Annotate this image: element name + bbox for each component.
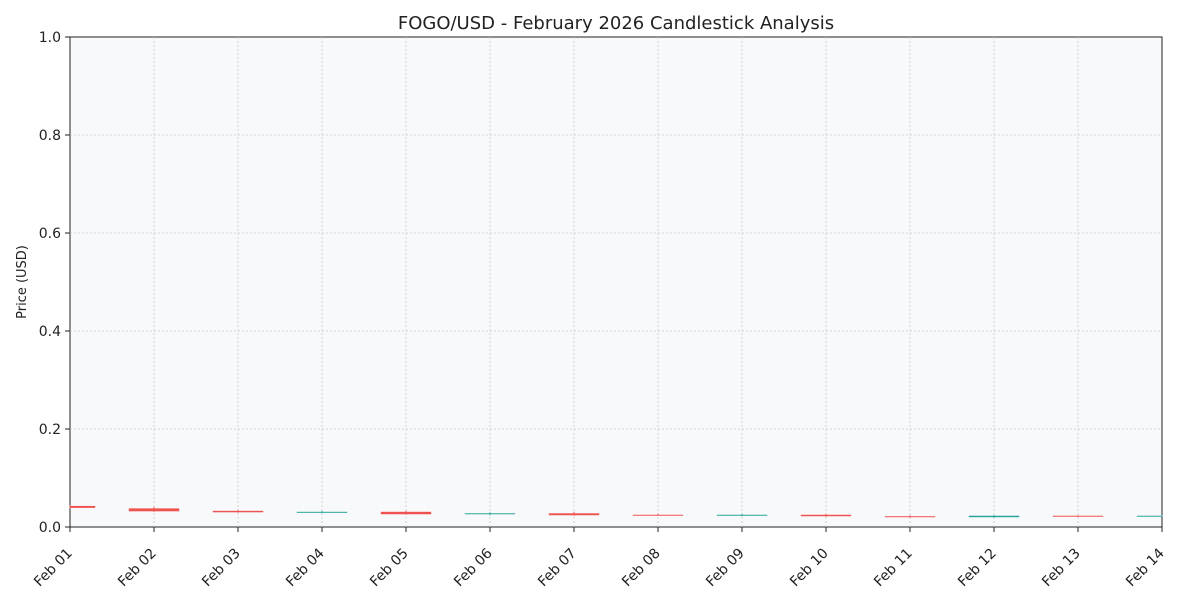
candle xyxy=(69,505,96,509)
x-tick-label: Feb 04 xyxy=(283,545,328,590)
candle xyxy=(128,506,180,512)
candle-body xyxy=(212,510,264,513)
candle xyxy=(1052,515,1104,517)
x-tick-label: Feb 12 xyxy=(955,545,1000,590)
x-tick-label: Feb 05 xyxy=(367,545,412,590)
y-tick-label: 1.0 xyxy=(39,30,61,46)
y-tick-label: 0.8 xyxy=(39,128,61,144)
chart-title: FOGO/USD - February 2026 Candlestick Ana… xyxy=(398,13,834,34)
candle-body xyxy=(128,508,180,512)
candle-body xyxy=(548,513,600,516)
candle xyxy=(884,515,936,518)
x-tick-label: Feb 06 xyxy=(451,545,496,590)
candle-body xyxy=(70,505,96,508)
y-axis-ticks: 0.0 0.2 0.4 0.6 0.8 1.0 xyxy=(39,30,70,536)
candle-body xyxy=(296,511,348,513)
x-tick-label: Feb 10 xyxy=(787,545,832,590)
x-tick-label: Feb 14 xyxy=(1123,545,1168,590)
x-tick-label: Feb 11 xyxy=(871,545,916,590)
candle-body xyxy=(716,514,768,516)
x-axis-ticks: Feb 01 Feb 02 Feb 03 Feb 04 Feb 05 Feb 06 Feb … xyxy=(31,527,1168,590)
candle xyxy=(968,515,1020,518)
y-tick-label: 0.0 xyxy=(39,520,61,536)
y-axis-label: Price (USD) xyxy=(15,245,30,319)
candle-body xyxy=(1052,515,1104,517)
candle-body xyxy=(968,515,1020,518)
x-tick-label: Feb 13 xyxy=(1039,545,1084,590)
candle-body xyxy=(632,514,684,516)
x-tick-label: Feb 08 xyxy=(619,545,664,590)
y-tick-label: 0.2 xyxy=(39,422,61,438)
x-tick-label: Feb 01 xyxy=(31,545,76,590)
candle-body xyxy=(380,511,432,515)
candle-body xyxy=(800,514,852,517)
candle xyxy=(632,513,684,516)
y-tick-label: 0.6 xyxy=(39,226,61,242)
candle xyxy=(464,512,516,516)
candle xyxy=(548,511,600,516)
plot-area xyxy=(69,36,1163,528)
grid-lines xyxy=(70,37,1162,527)
y-tick-label: 0.4 xyxy=(39,324,61,340)
candle xyxy=(212,509,264,513)
candle xyxy=(800,513,852,517)
candle xyxy=(716,513,768,517)
x-tick-label: Feb 03 xyxy=(199,545,244,590)
candle-body xyxy=(884,516,936,518)
candle-body xyxy=(1136,515,1162,517)
candle-body xyxy=(464,513,516,515)
candles xyxy=(69,505,1163,518)
x-tick-label: Feb 09 xyxy=(703,545,748,590)
x-tick-label: Feb 07 xyxy=(535,545,580,590)
candle xyxy=(1136,515,1163,517)
candle xyxy=(296,510,348,514)
x-tick-label: Feb 02 xyxy=(115,545,160,590)
candle xyxy=(380,510,432,515)
